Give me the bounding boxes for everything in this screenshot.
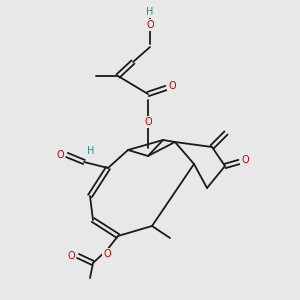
Text: O: O	[241, 155, 249, 165]
Text: H: H	[146, 7, 154, 17]
Text: O: O	[103, 249, 111, 259]
Text: O: O	[146, 20, 154, 30]
Text: O: O	[56, 150, 64, 160]
Text: O: O	[144, 117, 152, 127]
Text: H: H	[87, 146, 95, 156]
Text: O: O	[67, 251, 75, 261]
Text: O: O	[168, 81, 176, 91]
